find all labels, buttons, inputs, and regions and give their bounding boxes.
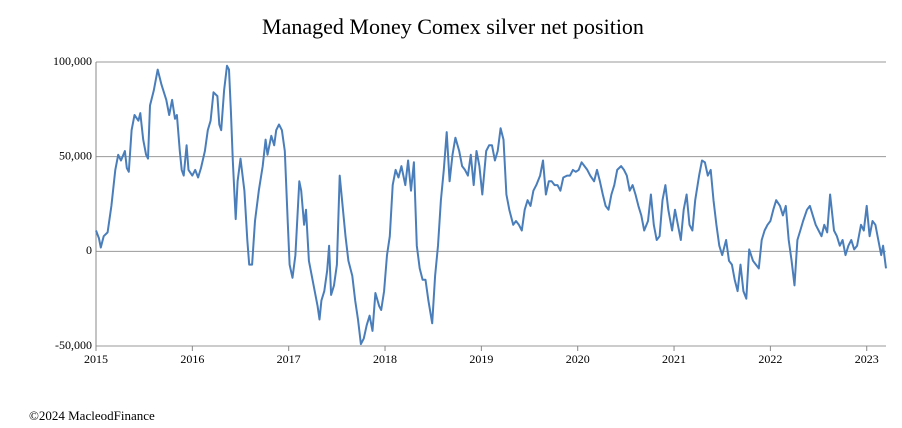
- y-tick-label: -50,000: [55, 338, 92, 352]
- x-tick-label: 2018: [373, 352, 397, 366]
- x-tick-label: 2019: [469, 352, 493, 366]
- chart-title: Managed Money Comex silver net position: [262, 14, 644, 39]
- y-tick-label: 0: [86, 243, 92, 257]
- x-tick-label: 2023: [855, 352, 879, 366]
- x-tick-label: 2021: [662, 352, 686, 366]
- x-tick-label: 2015: [84, 352, 108, 366]
- x-tick-label: 2017: [277, 352, 301, 366]
- footer: ©2024 MacleodFinance: [29, 408, 155, 423]
- x-tick-label: 2016: [180, 352, 204, 366]
- x-tick-label: 2022: [758, 352, 782, 366]
- y-tick-label: 100,000: [53, 54, 92, 68]
- data-line: [95, 64, 887, 346]
- x-tick-label: 2020: [566, 352, 590, 366]
- y-tick-label: 50,000: [59, 148, 92, 162]
